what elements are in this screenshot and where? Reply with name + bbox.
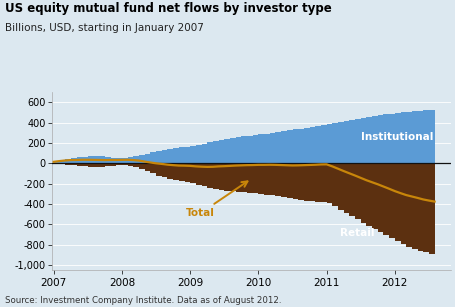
Text: US equity mutual fund net flows by investor type: US equity mutual fund net flows by inves… — [5, 2, 331, 14]
Text: Source: Investment Company Institute. Data as of August 2012.: Source: Investment Company Institute. Da… — [5, 297, 280, 305]
Text: Billions, USD, starting in January 2007: Billions, USD, starting in January 2007 — [5, 23, 203, 33]
Text: Total: Total — [186, 181, 247, 218]
Text: Retail: Retail — [339, 227, 374, 238]
Text: Institutional: Institutional — [360, 132, 432, 142]
